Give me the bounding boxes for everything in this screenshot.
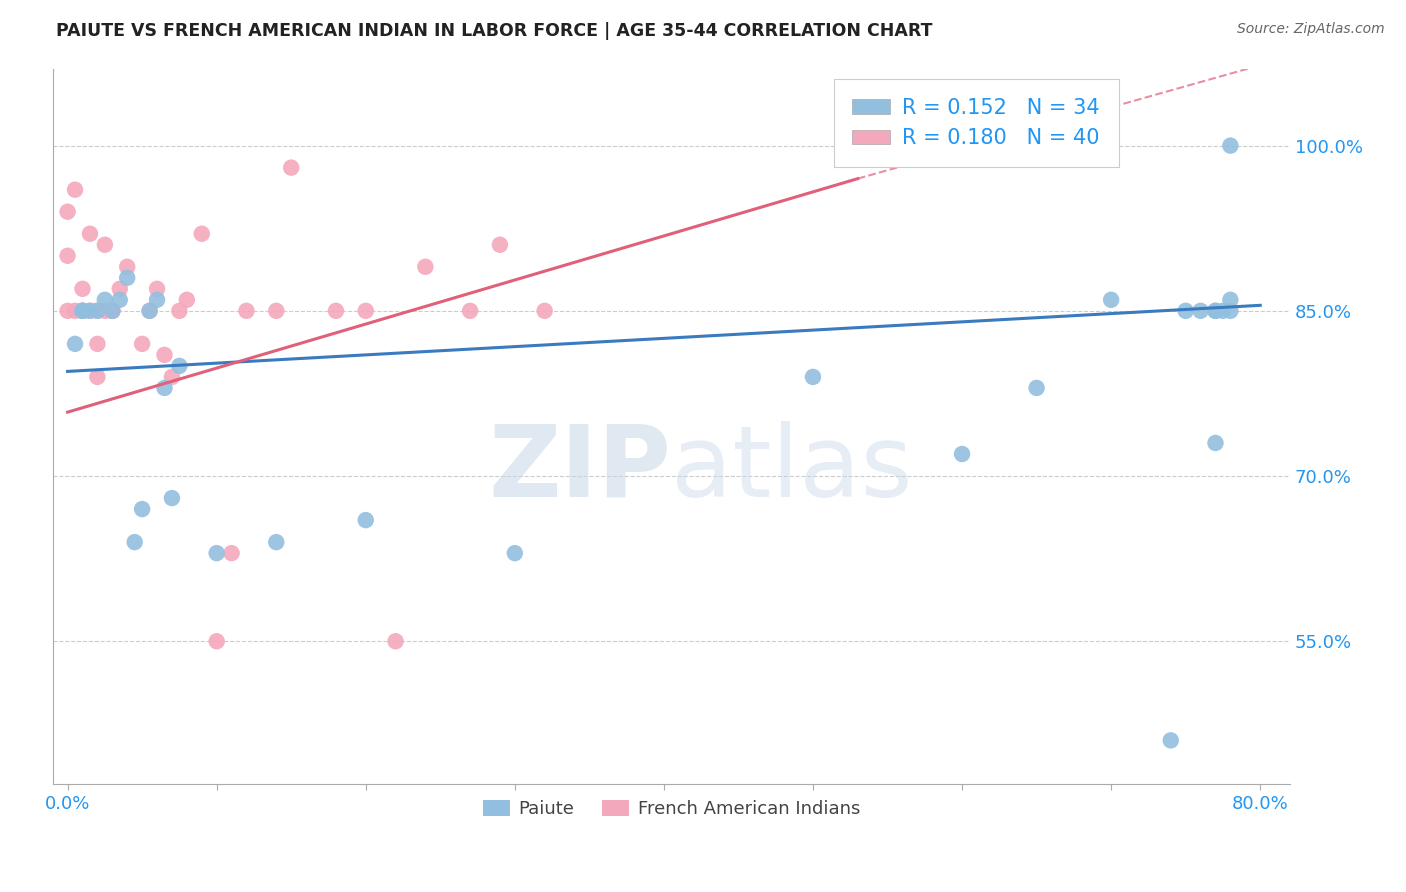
Point bbox=[101, 303, 124, 318]
Point bbox=[131, 502, 153, 516]
Point bbox=[1025, 381, 1047, 395]
Point bbox=[86, 337, 108, 351]
Point bbox=[101, 303, 124, 318]
Point bbox=[325, 303, 347, 318]
Point bbox=[1174, 303, 1197, 318]
Point bbox=[221, 546, 243, 560]
Point bbox=[56, 204, 79, 219]
Point bbox=[354, 513, 377, 527]
Text: Source: ZipAtlas.com: Source: ZipAtlas.com bbox=[1237, 22, 1385, 37]
Point bbox=[235, 303, 257, 318]
Point bbox=[489, 237, 512, 252]
Point bbox=[1204, 303, 1226, 318]
Point bbox=[72, 303, 94, 318]
Point bbox=[138, 303, 160, 318]
Point bbox=[115, 260, 138, 274]
Point bbox=[801, 370, 824, 384]
Point bbox=[86, 370, 108, 384]
Point bbox=[153, 348, 176, 362]
Text: PAIUTE VS FRENCH AMERICAN INDIAN IN LABOR FORCE | AGE 35-44 CORRELATION CHART: PAIUTE VS FRENCH AMERICAN INDIAN IN LABO… bbox=[56, 22, 932, 40]
Point bbox=[94, 237, 117, 252]
Point bbox=[115, 270, 138, 285]
Point bbox=[79, 227, 101, 241]
Point bbox=[1160, 733, 1182, 747]
Point bbox=[280, 161, 302, 175]
Point bbox=[131, 337, 153, 351]
Point bbox=[146, 293, 169, 307]
Legend: Paiute, French American Indians: Paiute, French American Indians bbox=[475, 793, 868, 825]
Point bbox=[354, 303, 377, 318]
Point bbox=[1212, 303, 1234, 318]
Point bbox=[384, 634, 406, 648]
Point bbox=[56, 303, 79, 318]
Point bbox=[63, 337, 86, 351]
Point bbox=[1099, 293, 1122, 307]
Point bbox=[458, 303, 481, 318]
Point bbox=[1219, 138, 1241, 153]
Point bbox=[79, 303, 101, 318]
Point bbox=[86, 303, 108, 318]
Point bbox=[160, 370, 183, 384]
Point bbox=[1219, 303, 1241, 318]
Point bbox=[190, 227, 212, 241]
Point bbox=[56, 249, 79, 263]
Point bbox=[1219, 293, 1241, 307]
Point bbox=[101, 303, 124, 318]
Point bbox=[205, 634, 228, 648]
Point bbox=[415, 260, 437, 274]
Point bbox=[205, 546, 228, 560]
Point bbox=[533, 303, 555, 318]
Point bbox=[138, 303, 160, 318]
Point bbox=[72, 282, 94, 296]
Point bbox=[266, 303, 288, 318]
Point bbox=[169, 303, 191, 318]
Text: atlas: atlas bbox=[671, 421, 912, 518]
Point bbox=[146, 282, 169, 296]
Point bbox=[63, 183, 86, 197]
Point bbox=[153, 381, 176, 395]
Point bbox=[86, 303, 108, 318]
Point bbox=[72, 303, 94, 318]
Point bbox=[79, 303, 101, 318]
Point bbox=[94, 303, 117, 318]
Point bbox=[124, 535, 146, 549]
Point bbox=[72, 303, 94, 318]
Point bbox=[160, 491, 183, 505]
Point bbox=[101, 303, 124, 318]
Text: ZIP: ZIP bbox=[488, 421, 671, 518]
Point bbox=[176, 293, 198, 307]
Point bbox=[108, 293, 131, 307]
Point bbox=[266, 535, 288, 549]
Point bbox=[950, 447, 973, 461]
Point bbox=[503, 546, 526, 560]
Point bbox=[72, 303, 94, 318]
Point bbox=[1204, 436, 1226, 450]
Point bbox=[108, 282, 131, 296]
Point bbox=[169, 359, 191, 373]
Point bbox=[63, 303, 86, 318]
Point bbox=[1189, 303, 1212, 318]
Point bbox=[1204, 303, 1226, 318]
Point bbox=[94, 293, 117, 307]
